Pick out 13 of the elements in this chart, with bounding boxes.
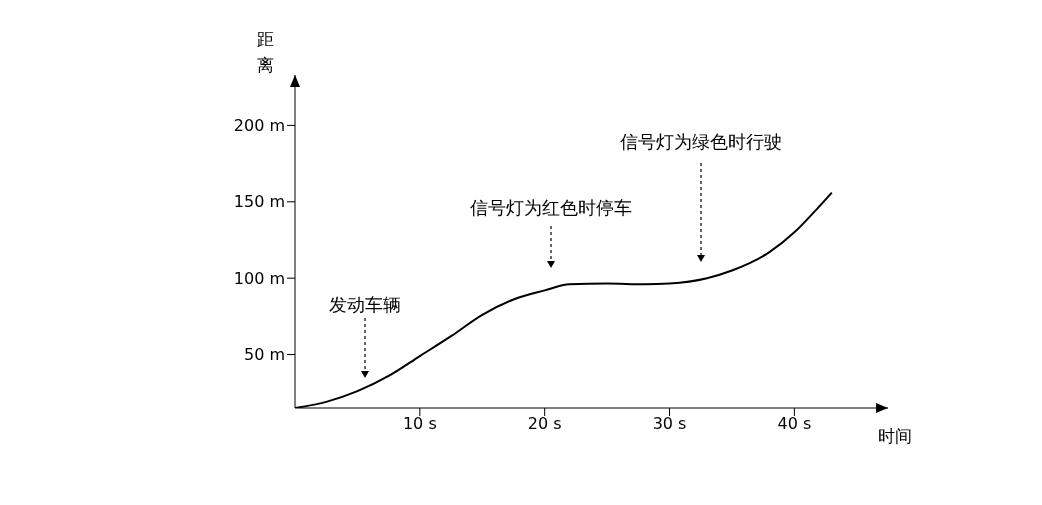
annotation: 发动车辆 bbox=[329, 294, 401, 315]
x-tick-label: 20 s bbox=[527, 414, 562, 434]
x-tick-label: 10 s bbox=[402, 414, 437, 434]
annotation: 信号灯为红色时停车 bbox=[470, 197, 632, 218]
y-tick-label: 100 m bbox=[233, 268, 285, 288]
annotation: 信号灯为绿色时行驶 bbox=[620, 131, 782, 152]
x-tick-label: 30 s bbox=[652, 414, 687, 434]
y-tick-label: 50 m bbox=[243, 345, 285, 365]
x-axis-title: 时间 bbox=[878, 426, 912, 446]
y-tick-label: 200 m bbox=[233, 116, 285, 136]
y-tick-label: 150 m bbox=[233, 192, 285, 212]
x-tick-label: 40 s bbox=[777, 414, 812, 434]
y-axis-title: 距离 bbox=[256, 29, 274, 75]
